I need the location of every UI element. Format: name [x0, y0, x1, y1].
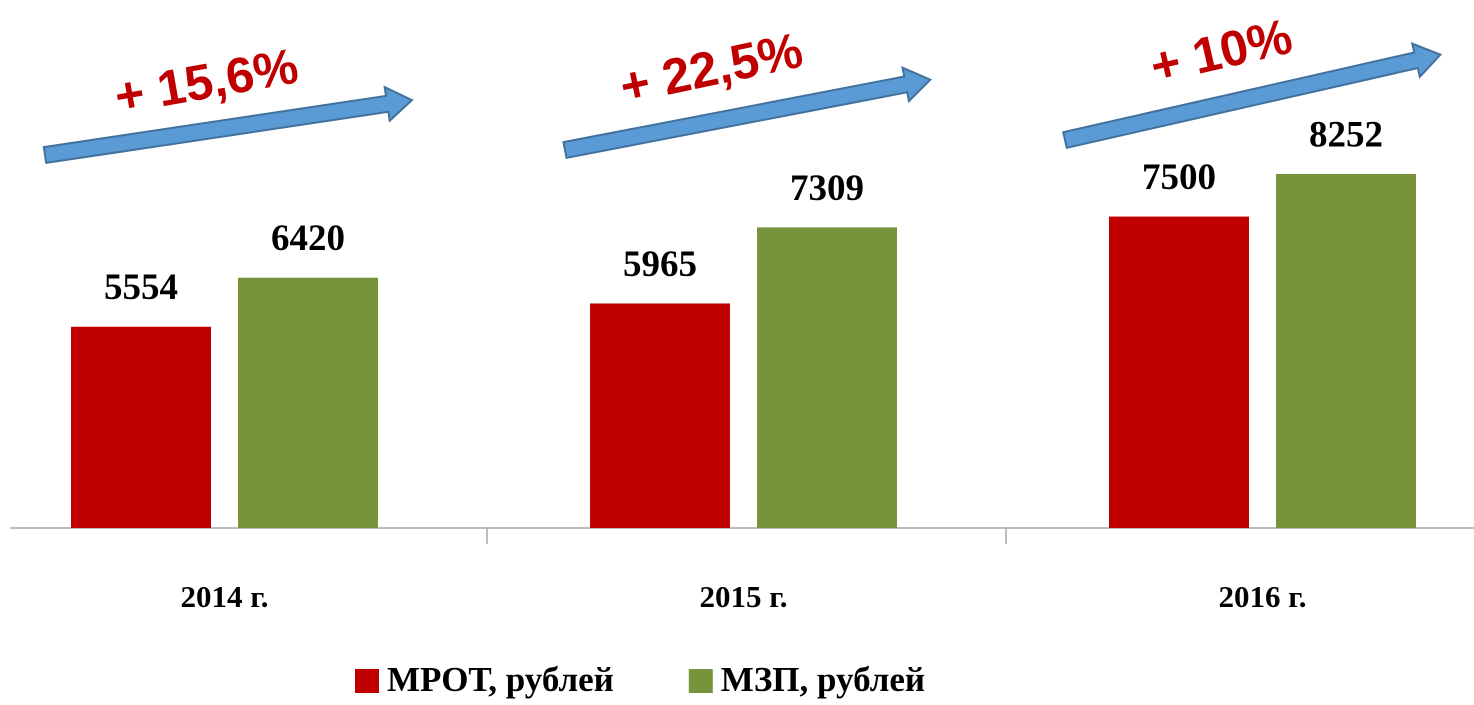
bar [238, 277, 378, 528]
legend-label: МРОТ, рублей [387, 660, 614, 699]
bar [590, 303, 730, 528]
legend-label: МЗП, рублей [721, 660, 925, 699]
annotation: + 10% [1145, 8, 1297, 95]
bar [1109, 216, 1249, 528]
data-label: 6420 [271, 218, 345, 259]
data-label: 5965 [623, 244, 697, 285]
x-tick-label: 2014 г. [180, 579, 268, 614]
legend-swatch [355, 669, 379, 693]
arrow [562, 66, 933, 160]
data-label: 7500 [1142, 157, 1216, 198]
arrow [1062, 42, 1443, 149]
legend-swatch [688, 669, 713, 693]
arrow-shape [562, 66, 933, 160]
bar [1276, 173, 1416, 528]
bar [71, 326, 211, 528]
arrow-shape [1062, 42, 1443, 149]
bar [757, 227, 897, 528]
x-tick-label: 2015 г. [699, 579, 787, 614]
x-tick-label: 2016 г. [1218, 579, 1306, 614]
data-label: 7309 [790, 168, 864, 209]
arrow [42, 85, 414, 165]
arrow-shape [42, 85, 414, 165]
data-label: 8252 [1309, 114, 1383, 155]
data-label: 5554 [104, 267, 178, 308]
